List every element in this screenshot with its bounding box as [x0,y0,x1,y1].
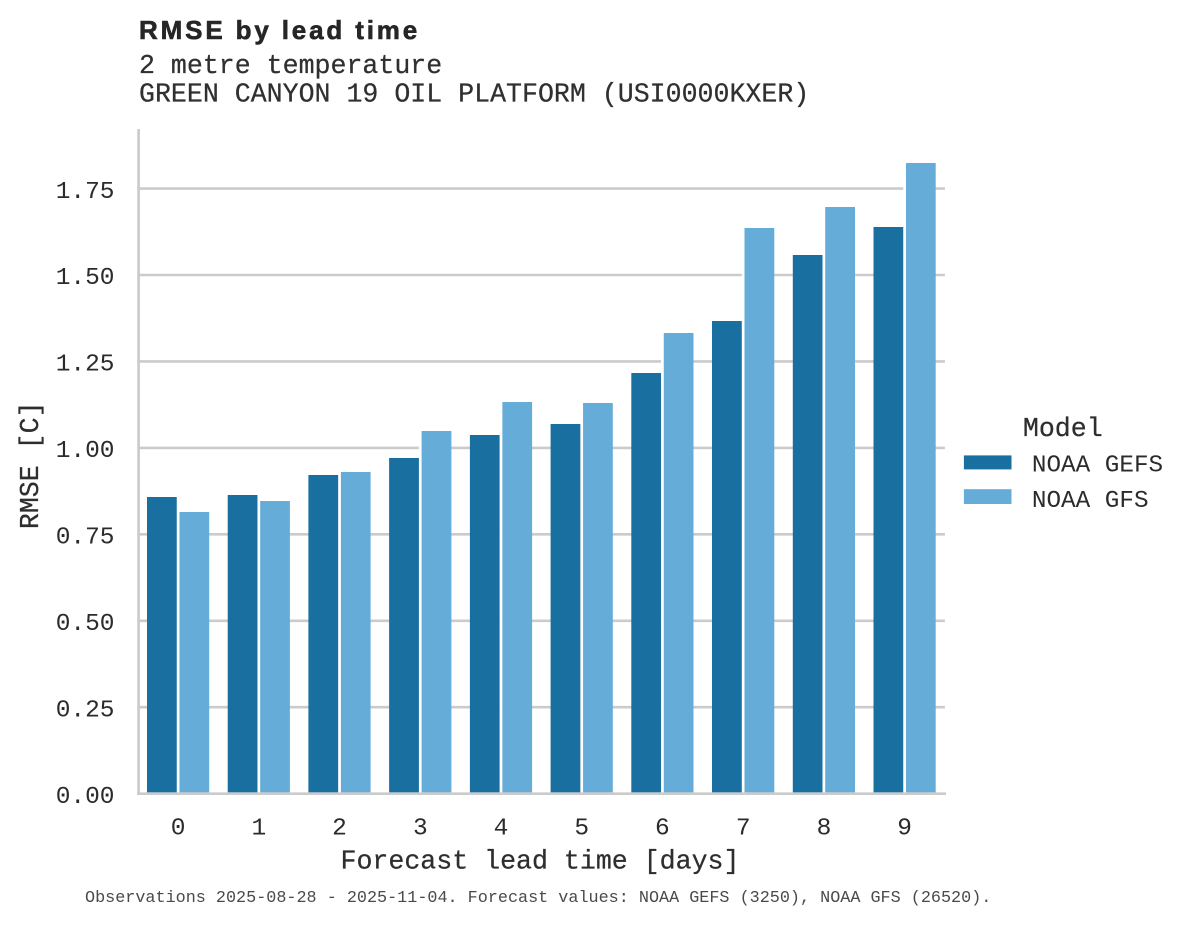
svg-text:Model: Model [1023,414,1103,444]
svg-text:0.00: 0.00 [56,784,115,811]
svg-text:3: 3 [413,816,428,843]
svg-text:0.50: 0.50 [56,611,115,638]
svg-text:1.00: 1.00 [56,438,115,465]
svg-text:1.75: 1.75 [56,179,115,206]
svg-text:7: 7 [736,816,751,843]
svg-text:1.50: 1.50 [56,265,115,292]
svg-text:RMSE [C]: RMSE [C] [16,401,46,529]
svg-text:Observations 2025-08-28 - 2025: Observations 2025-08-28 - 2025-11-04. Fo… [85,889,991,908]
svg-text:0.75: 0.75 [56,525,115,552]
svg-text:1.25: 1.25 [56,352,115,379]
svg-text:NOAA GFS: NOAA GFS [1032,488,1149,515]
svg-text:NOAA GEFS: NOAA GEFS [1032,452,1163,479]
svg-text:9: 9 [897,816,912,843]
svg-text:8: 8 [817,816,832,843]
svg-text:1: 1 [251,816,266,843]
svg-text:0.25: 0.25 [56,697,115,724]
svg-text:2: 2 [332,816,347,843]
svg-text:4: 4 [494,816,509,843]
svg-text:RMSE by lead time: RMSE by lead time [139,15,420,45]
svg-text:2 metre temperature: 2 metre temperature [139,51,442,81]
svg-text:5: 5 [574,816,589,843]
svg-text:6: 6 [655,816,670,843]
svg-text:GREEN CANYON 19 OIL PLATFORM (: GREEN CANYON 19 OIL PLATFORM (USI0000KXE… [139,80,809,110]
svg-text:Forecast lead time [days]: Forecast lead time [days] [341,846,740,876]
svg-text:0: 0 [171,816,186,843]
